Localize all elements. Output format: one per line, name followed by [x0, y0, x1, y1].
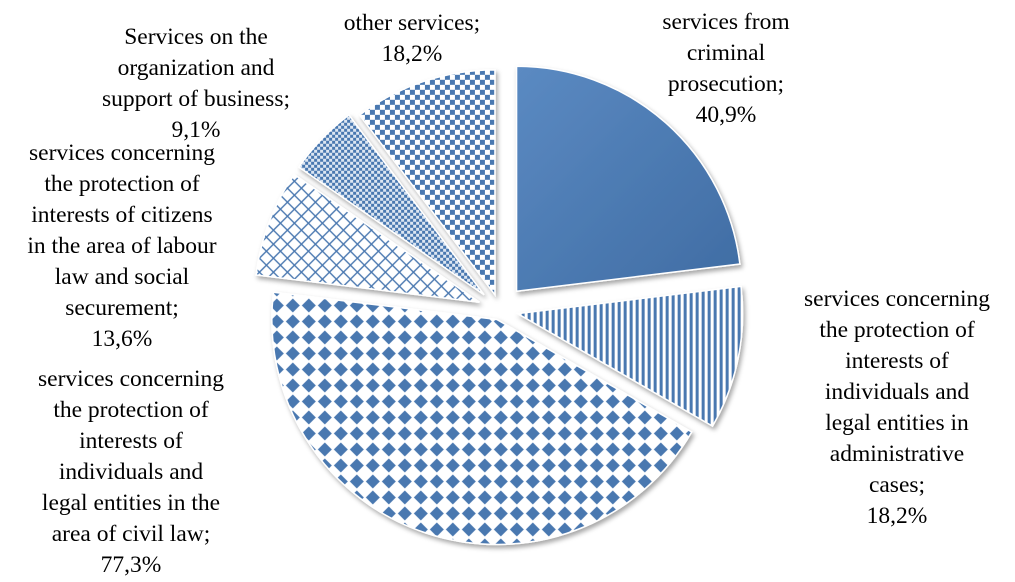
- slice-label-line: other services;: [344, 10, 480, 36]
- slice-label-line: 77,3%: [101, 552, 162, 578]
- slice-label-line: services concerning: [38, 366, 224, 392]
- slice-label-line: the protection of: [53, 397, 208, 423]
- pie-slice-1: [515, 65, 741, 293]
- slice-label-line: services concerning: [804, 286, 990, 312]
- slice-label-line: the protection of: [819, 317, 974, 343]
- slice-label-line: the protection of: [44, 171, 199, 197]
- slice-label-1: services from criminal prosecution; 40,9%: [662, 9, 789, 128]
- slice-label-line: Services on the: [124, 24, 268, 50]
- slice-label-line: administrative: [830, 441, 964, 467]
- pie-slice-3: [271, 291, 693, 546]
- slice-label-line: support of business;: [102, 86, 290, 112]
- slice-label-line: individuals and: [825, 379, 969, 405]
- slice-label-line: services from: [662, 9, 789, 35]
- slice-label-line: prosecution;: [668, 71, 784, 97]
- slice-label-line: 9,1%: [172, 117, 221, 143]
- pie-slice-6: [358, 69, 496, 298]
- slice-label-line: area of civil law;: [52, 521, 211, 547]
- slice-label-line: organization and: [118, 55, 275, 81]
- slice-label-line: 18,2%: [382, 41, 443, 67]
- slice-label-line: in the area of labour: [27, 233, 216, 259]
- slice-label-line: cases;: [869, 472, 925, 498]
- slice-label-line: services concerning: [29, 140, 215, 166]
- slice-label-line: interests of citizens: [31, 202, 212, 228]
- pie-slice-4: [255, 173, 480, 303]
- pie-slices: [255, 65, 744, 546]
- slice-label-6: other services; 18,2%: [344, 10, 480, 67]
- slice-label-2: services concerning the protection of inte…: [804, 286, 990, 529]
- slice-label-line: legal entities in the: [42, 490, 220, 516]
- slice-label-3: services concerning the protection of inte…: [38, 366, 224, 578]
- slice-label-4: services concerning the protection of inte…: [27, 140, 216, 352]
- slice-label-line: 18,2%: [867, 503, 928, 529]
- slice-label-line: criminal: [687, 40, 766, 66]
- slice-label-line: legal entities in: [825, 410, 969, 436]
- slice-label-line: individuals and: [59, 459, 203, 485]
- pie-slice-2: [515, 285, 744, 428]
- slice-label-5: Services on the organization and support o…: [102, 24, 290, 143]
- slice-label-line: 40,9%: [696, 102, 757, 128]
- slice-label-line: interests of: [845, 348, 949, 374]
- slice-label-line: law and social: [55, 264, 190, 290]
- pie-labels: services from criminal prosecution; 40,9%se…: [27, 9, 990, 578]
- slice-label-line: interests of: [79, 428, 183, 454]
- pie-slice-5: [297, 113, 485, 296]
- slice-label-line: 13,6%: [92, 326, 153, 352]
- slice-label-line: securement;: [65, 295, 179, 321]
